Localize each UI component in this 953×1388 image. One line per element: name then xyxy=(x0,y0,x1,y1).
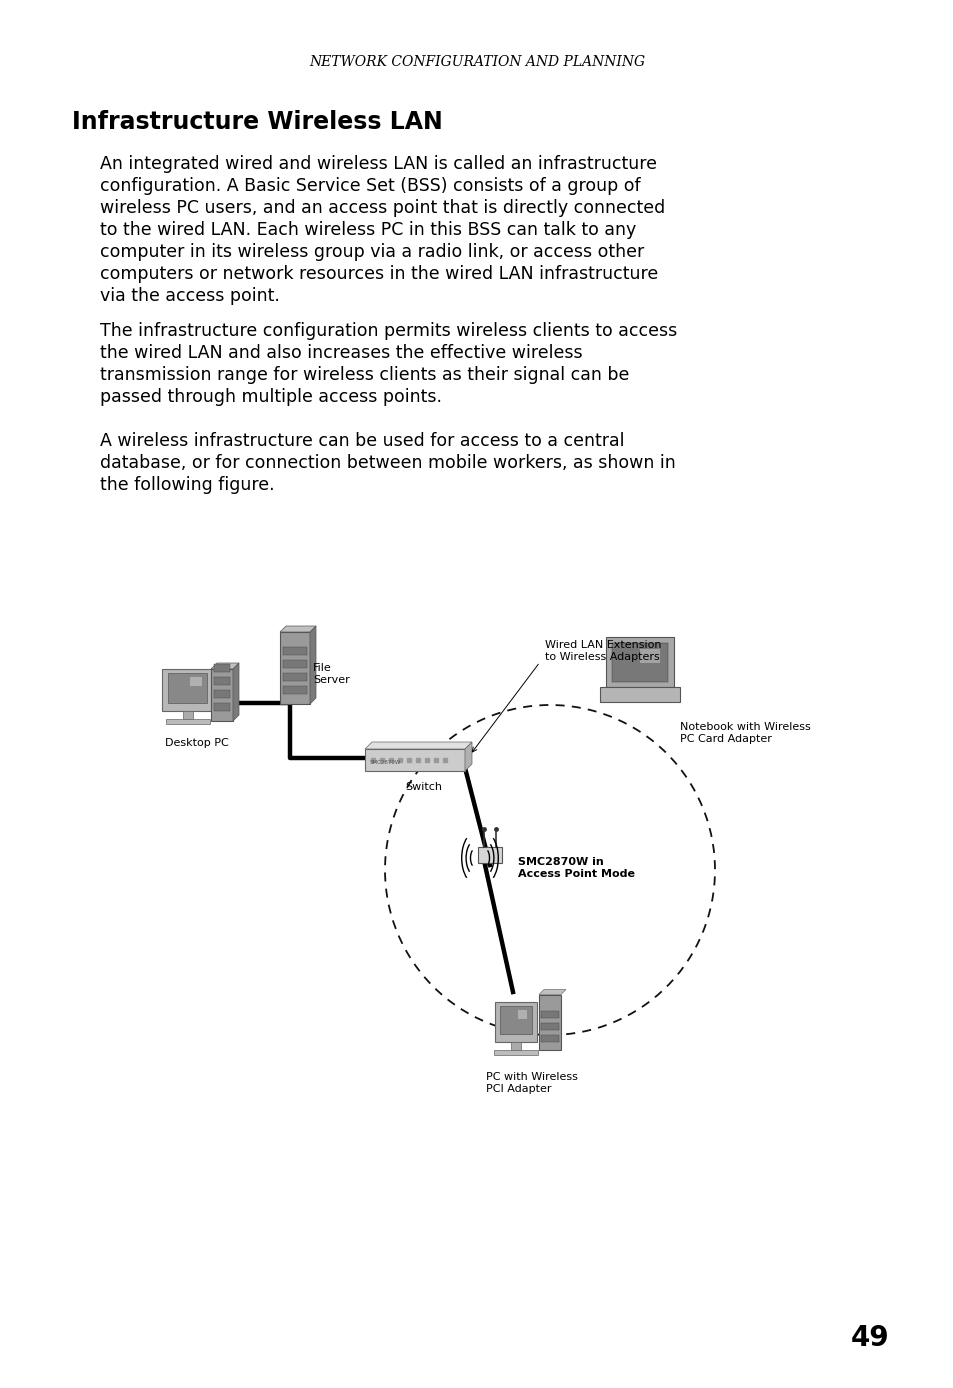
FancyBboxPatch shape xyxy=(605,637,673,687)
FancyBboxPatch shape xyxy=(213,663,230,672)
FancyBboxPatch shape xyxy=(283,647,307,655)
Polygon shape xyxy=(464,743,472,770)
FancyBboxPatch shape xyxy=(511,1042,520,1049)
Text: configuration. A Basic Service Set (BSS) consists of a group of: configuration. A Basic Service Set (BSS)… xyxy=(100,178,640,194)
Text: transmission range for wireless clients as their signal can be: transmission range for wireless clients … xyxy=(100,366,629,384)
Text: A wireless infrastructure can be used for access to a central: A wireless infrastructure can be used fo… xyxy=(100,432,624,450)
FancyBboxPatch shape xyxy=(213,677,230,686)
Text: computers or network resources in the wired LAN infrastructure: computers or network resources in the wi… xyxy=(100,265,658,283)
Polygon shape xyxy=(365,743,472,750)
Text: Switch: Switch xyxy=(405,781,441,793)
FancyBboxPatch shape xyxy=(280,632,310,704)
Polygon shape xyxy=(280,626,315,632)
Text: Infrastructure Wireless LAN: Infrastructure Wireless LAN xyxy=(71,110,442,135)
Text: via the access point.: via the access point. xyxy=(100,287,279,305)
FancyBboxPatch shape xyxy=(538,994,560,1049)
Text: NETWORK CONFIGURATION AND PLANNING: NETWORK CONFIGURATION AND PLANNING xyxy=(309,56,644,69)
FancyBboxPatch shape xyxy=(169,673,208,702)
Text: wireless PC users, and an access point that is directly connected: wireless PC users, and an access point t… xyxy=(100,198,664,217)
FancyBboxPatch shape xyxy=(599,687,679,702)
FancyBboxPatch shape xyxy=(517,1010,527,1019)
Text: passed through multiple access points.: passed through multiple access points. xyxy=(100,389,441,407)
FancyBboxPatch shape xyxy=(540,1034,558,1041)
Text: the following figure.: the following figure. xyxy=(100,476,274,494)
Text: SMC2870W in
Access Point Mode: SMC2870W in Access Point Mode xyxy=(517,856,635,879)
Text: 49: 49 xyxy=(850,1324,888,1352)
FancyBboxPatch shape xyxy=(166,719,210,725)
Text: Wired LAN Extension
to Wireless Adapters: Wired LAN Extension to Wireless Adapters xyxy=(544,640,660,662)
FancyBboxPatch shape xyxy=(183,711,193,719)
FancyBboxPatch shape xyxy=(162,669,213,711)
Text: to the wired LAN. Each wireless PC in this BSS can talk to any: to the wired LAN. Each wireless PC in th… xyxy=(100,221,636,239)
Text: An integrated wired and wireless LAN is called an infrastructure: An integrated wired and wireless LAN is … xyxy=(100,155,657,174)
FancyBboxPatch shape xyxy=(499,1005,532,1034)
FancyBboxPatch shape xyxy=(494,1049,537,1055)
Text: Notebook with Wireless
PC Card Adapter: Notebook with Wireless PC Card Adapter xyxy=(679,722,810,744)
FancyBboxPatch shape xyxy=(540,1023,558,1030)
Polygon shape xyxy=(211,663,239,669)
FancyBboxPatch shape xyxy=(495,1002,537,1042)
FancyBboxPatch shape xyxy=(612,643,667,682)
Polygon shape xyxy=(538,990,565,994)
Polygon shape xyxy=(310,626,315,704)
FancyBboxPatch shape xyxy=(283,686,307,694)
Text: computer in its wireless group via a radio link, or access other: computer in its wireless group via a rad… xyxy=(100,243,643,261)
Text: the wired LAN and also increases the effective wireless: the wired LAN and also increases the eff… xyxy=(100,344,582,362)
Text: database, or for connection between mobile workers, as shown in: database, or for connection between mobi… xyxy=(100,454,675,472)
FancyBboxPatch shape xyxy=(477,847,501,863)
FancyBboxPatch shape xyxy=(213,702,230,711)
FancyBboxPatch shape xyxy=(283,661,307,668)
FancyBboxPatch shape xyxy=(540,1010,558,1017)
Text: SMC2870W: SMC2870W xyxy=(370,759,401,765)
FancyBboxPatch shape xyxy=(639,648,659,662)
FancyBboxPatch shape xyxy=(283,673,307,682)
FancyBboxPatch shape xyxy=(190,677,201,687)
Text: The infrastructure configuration permits wireless clients to access: The infrastructure configuration permits… xyxy=(100,322,677,340)
Text: File
Server: File Server xyxy=(313,663,350,684)
Polygon shape xyxy=(233,663,239,720)
FancyBboxPatch shape xyxy=(365,750,464,770)
FancyBboxPatch shape xyxy=(213,690,230,698)
Text: Desktop PC: Desktop PC xyxy=(165,738,229,748)
FancyBboxPatch shape xyxy=(211,669,233,720)
Text: PC with Wireless
PCI Adapter: PC with Wireless PCI Adapter xyxy=(485,1072,578,1094)
